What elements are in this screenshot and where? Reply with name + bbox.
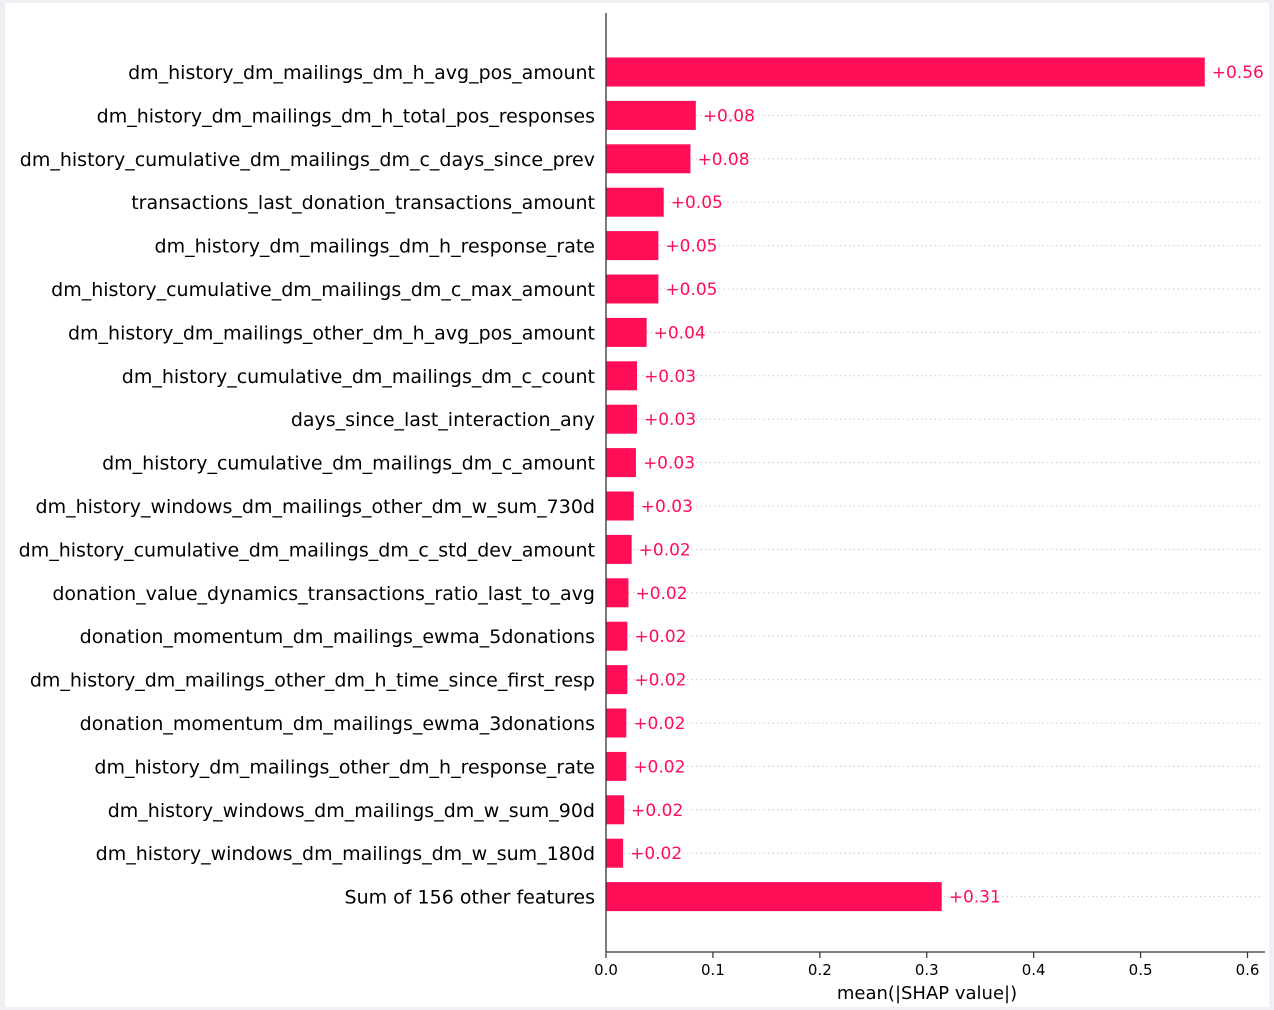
bar (606, 274, 659, 304)
bars (606, 57, 1205, 912)
value-label: +0.05 (671, 193, 723, 213)
x-tick-label: 0.1 (701, 961, 725, 979)
feature-label: dm_history_cumulative_dm_mailings_dm_c_s… (19, 539, 595, 561)
feature-label: dm_history_dm_mailings_other_dm_h_avg_po… (68, 322, 595, 344)
value-label: +0.03 (643, 454, 695, 474)
value-label: +0.05 (665, 237, 717, 257)
value-label: +0.05 (665, 280, 717, 300)
bar (606, 231, 659, 261)
figure-background: dm_history_dm_mailings_dm_h_avg_pos_amou… (5, 3, 1269, 1007)
bar (606, 187, 664, 217)
value-label: +0.04 (654, 323, 706, 343)
value-label: +0.02 (635, 584, 687, 604)
x-tick-label: 0.2 (808, 961, 832, 979)
bar (606, 751, 627, 781)
value-label: +0.02 (634, 627, 686, 647)
bar (606, 317, 647, 347)
feature-label: dm_history_windows_dm_mailings_other_dm_… (36, 496, 595, 518)
bar (606, 448, 636, 478)
x-tick-label: 0.0 (594, 961, 618, 979)
feature-label: dm_history_cumulative_dm_mailings_dm_c_a… (102, 453, 595, 475)
value-label: +0.02 (639, 540, 691, 560)
feature-label: transactions_last_donation_transactions_… (131, 192, 595, 214)
feature-label: donation_momentum_dm_mailings_ewma_5dona… (80, 626, 595, 648)
value-labels: +0.56 +0.08 +0.08 +0.05 +0.05 +0.05 +0.04 +0.03… (630, 63, 1264, 908)
feature-label: dm_history_cumulative_dm_mailings_dm_c_c… (122, 366, 595, 388)
x-tick-label: 0.3 (915, 961, 939, 979)
bar (606, 621, 628, 651)
feature-labels: dm_history_dm_mailings_dm_h_avg_pos_amou… (19, 62, 595, 909)
x-tick-label: 0.4 (1022, 961, 1046, 979)
feature-label: dm_history_dm_mailings_dm_h_response_rat… (155, 236, 595, 258)
feature-label: Sum of 156 other features (345, 887, 595, 909)
bar (606, 361, 638, 391)
bar (606, 57, 1205, 87)
bar (606, 795, 625, 825)
bar (606, 404, 638, 434)
value-label: +0.08 (697, 150, 749, 170)
feature-label: donation_momentum_dm_mailings_ewma_3dona… (80, 713, 595, 735)
x-tick-label: 0.5 (1129, 961, 1153, 979)
x-tick-label: 0.6 (1236, 961, 1260, 979)
bar (606, 144, 691, 174)
value-label: +0.03 (641, 497, 693, 517)
feature-label: days_since_last_interaction_any (291, 409, 595, 431)
feature-label: dm_history_dm_mailings_dm_h_total_pos_re… (97, 105, 595, 127)
bar (606, 838, 624, 868)
bar (606, 882, 942, 912)
value-label: +0.03 (644, 367, 696, 387)
value-label: +0.08 (703, 106, 755, 126)
feature-label: donation_value_dynamics_transactions_rat… (52, 583, 595, 605)
shap-bar-chart: dm_history_dm_mailings_dm_h_avg_pos_amou… (19, 13, 1265, 1004)
value-label: +0.02 (630, 844, 682, 864)
feature-label: dm_history_windows_dm_mailings_dm_w_sum_… (108, 800, 595, 822)
value-label: +0.02 (631, 801, 683, 821)
value-label: +0.31 (949, 888, 1001, 908)
feature-label: dm_history_cumulative_dm_mailings_dm_c_d… (20, 149, 595, 171)
bar (606, 534, 632, 564)
bar (606, 578, 629, 608)
feature-label: dm_history_dm_mailings_dm_h_avg_pos_amou… (128, 62, 595, 84)
feature-label: dm_history_windows_dm_mailings_dm_w_sum_… (96, 843, 595, 865)
value-label: +0.03 (644, 410, 696, 430)
value-label: +0.02 (634, 671, 686, 691)
feature-label: dm_history_dm_mailings_other_dm_h_time_s… (30, 670, 595, 692)
bar (606, 100, 696, 130)
x-axis-ticks: 0.0 0.1 0.2 0.3 0.4 0.5 0.6 (594, 952, 1259, 979)
feature-label: dm_history_dm_mailings_other_dm_h_respon… (94, 756, 595, 778)
value-label: +0.02 (633, 714, 685, 734)
value-label: +0.02 (633, 757, 685, 777)
bar (606, 665, 628, 695)
bar (606, 708, 627, 738)
value-label: +0.56 (1212, 63, 1264, 83)
bar (606, 491, 634, 521)
feature-label: dm_history_cumulative_dm_mailings_dm_c_m… (51, 279, 595, 301)
x-axis-label: mean(|SHAP value|) (837, 983, 1017, 1004)
